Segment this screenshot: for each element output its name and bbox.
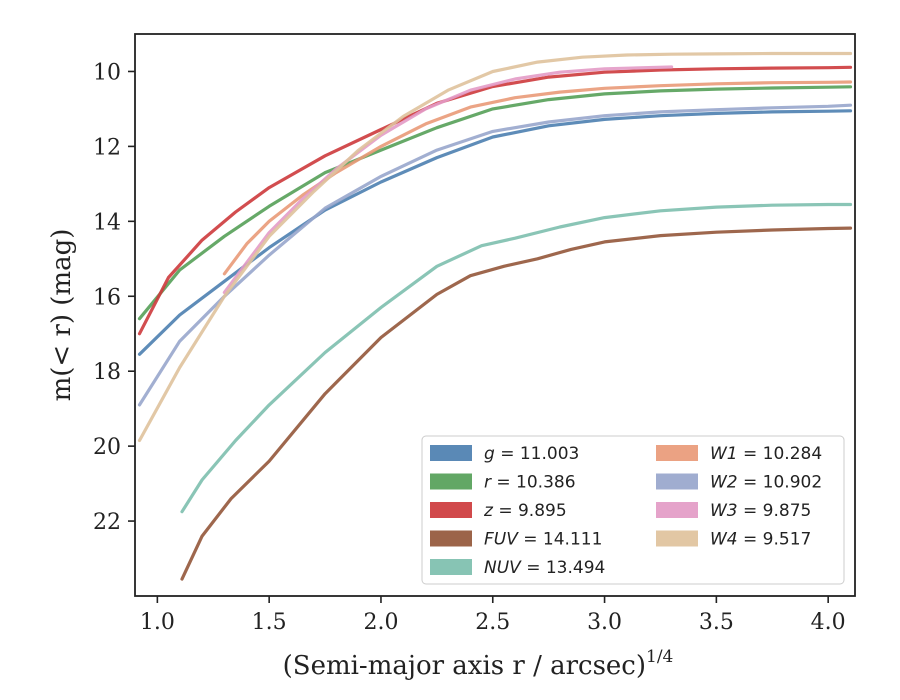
series-line-2: [137, 65, 853, 336]
legend-entry-5: W1 = 10.284: [710, 444, 822, 464]
x-tick-label: 2.5: [475, 610, 510, 635]
series-layer: [137, 51, 853, 581]
legend-entry-1: r = 10.386: [484, 473, 576, 493]
legend-entry-3: FUV = 14.111: [484, 530, 602, 550]
legend-swatch-5: [656, 445, 698, 461]
legend-swatch-0: [430, 445, 472, 461]
legend-entry-2: z = 9.895: [483, 501, 567, 521]
x-tick-label: 1.5: [252, 610, 287, 635]
legend-entry-6: W2 = 10.902: [710, 473, 822, 493]
x-axis: 1.0 1.5 2.0 2.5 3.0 3.5 4.0: [140, 596, 846, 635]
y-tick-label: 20: [93, 435, 121, 460]
y-tick-label: 14: [93, 210, 121, 235]
legend-swatch-2: [430, 502, 472, 518]
x-tick-label: 4.0: [811, 610, 846, 635]
legend-box: [421, 435, 845, 585]
series-line-4: [180, 202, 853, 514]
legend-entry-4: NUV = 13.494: [484, 558, 605, 578]
series-line-1: [137, 85, 853, 321]
legend-swatch-1: [430, 473, 472, 490]
y-tick-label: 18: [93, 360, 121, 385]
x-tick-label: 1.0: [140, 610, 175, 635]
series-line-6: [137, 103, 853, 407]
legend-swatch-8: [656, 530, 698, 547]
plot-frame: [134, 33, 856, 597]
x-axis-label: (Semi-major axis r / arcsec)1/4: [283, 647, 674, 681]
legend-swatch-4: [430, 559, 472, 575]
legend-entry-7: W3 = 9.875: [710, 501, 811, 521]
y-axis: 10 12 14 16 18 20 22: [93, 60, 135, 535]
y-tick-label: 16: [93, 285, 121, 310]
legend: g = 11.003 r = 10.386 z = 9.895 FUV = 14.11…: [421, 435, 845, 585]
legend-swatch-6: [656, 473, 698, 490]
y-tick-label: 10: [93, 60, 121, 85]
y-tick-label: 22: [93, 510, 121, 535]
x-axis-label-exponent: 1/4: [646, 647, 673, 667]
legend-swatch-3: [430, 530, 472, 547]
legend-entry-8: W4 = 9.517: [710, 530, 811, 550]
y-axis-label: m(< r) (mag): [47, 229, 77, 402]
series-line-3: [180, 226, 853, 581]
x-tick-label: 2.0: [363, 610, 398, 635]
series-line-7: [222, 65, 674, 295]
series-line-8: [137, 51, 853, 443]
x-tick-label: 3.5: [699, 610, 734, 635]
legend-swatch-7: [656, 502, 698, 518]
x-tick-label: 3.0: [587, 610, 622, 635]
legend-entry-0: g = 11.003: [484, 444, 579, 464]
y-tick-label: 12: [93, 135, 121, 160]
series-line-5: [222, 80, 853, 276]
